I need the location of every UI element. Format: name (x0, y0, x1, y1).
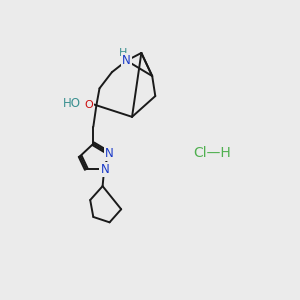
Text: Cl—H: Cl—H (193, 146, 231, 160)
Text: O: O (85, 100, 93, 110)
Text: N: N (105, 146, 114, 160)
Text: N: N (100, 163, 109, 176)
Text: N: N (122, 54, 131, 67)
Text: HO: HO (63, 97, 81, 110)
Text: H: H (118, 48, 127, 58)
